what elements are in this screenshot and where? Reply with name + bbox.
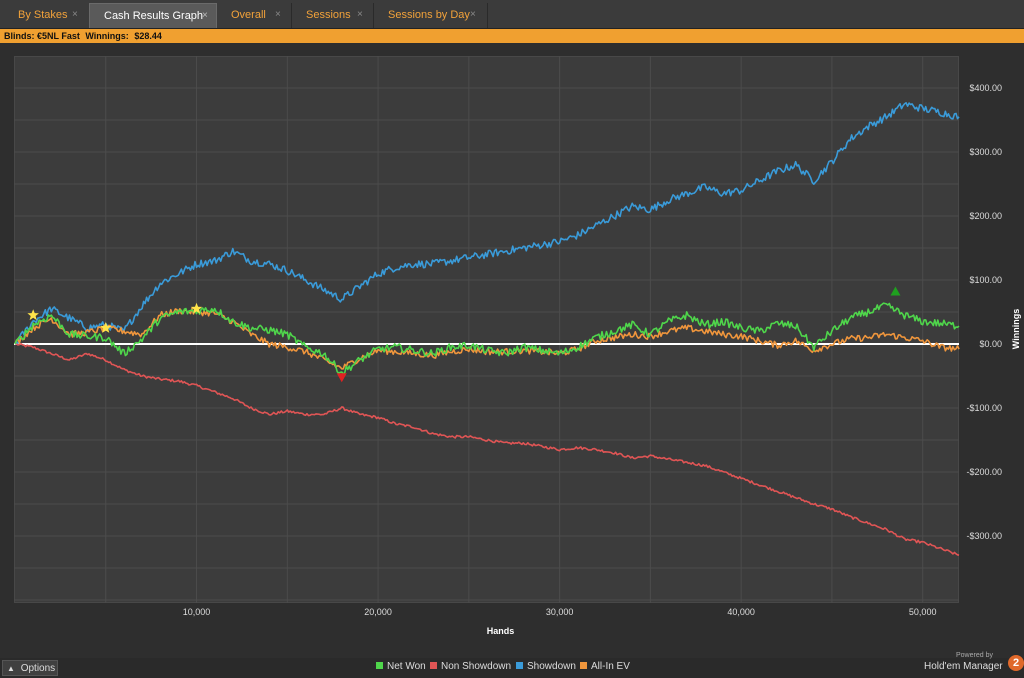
product-name: Hold'em Manager [924,661,1003,672]
close-icon[interactable]: × [72,9,78,20]
legend-swatch [516,661,523,669]
low-point-marker [336,373,347,383]
non-showdown-line [14,342,960,556]
y-tick-label: -$300.00 [966,531,1002,541]
tab-label: Sessions by Day [388,9,470,21]
y-tick-label: -$200.00 [966,467,1002,477]
x-tick-label: 40,000 [727,607,755,617]
close-icon[interactable]: × [470,9,476,20]
legend-all-in-ev: All-In EV [580,661,630,672]
hm2-logo: 2 [1008,655,1024,671]
x-axis-label: Hands [487,626,515,636]
legend-label: Showdown [527,661,576,672]
y-tick-label: $200.00 [969,211,1002,221]
chevron-up-icon: ▲ [7,664,15,673]
high-point-marker [890,286,901,296]
options-button[interactable]: ▲ Options [2,660,58,676]
tab-overall[interactable]: Overall × [217,3,292,28]
tab-label: By Stakes [18,9,68,21]
legend-swatch [430,661,437,669]
x-tick-label: 30,000 [546,607,574,617]
close-icon[interactable]: × [202,10,208,21]
legend-non-showdown: Non Showdown [430,661,511,672]
winnings-label: Winnings: [85,31,129,41]
plot-area [14,56,959,603]
tab-cash-results-graph[interactable]: Cash Results Graph × [89,3,217,28]
close-icon[interactable]: × [357,9,363,20]
y-tick-label: $400.00 [969,83,1002,93]
legend-label: All-In EV [591,661,630,672]
bottom-bar [0,658,1024,678]
tab-label: Cash Results Graph [104,10,204,22]
y-axis-label: Winnings [1011,309,1021,349]
tab-bar: By Stakes × Cash Results Graph × Overall… [0,0,1024,29]
tab-label: Overall [231,9,266,21]
legend-label: Non Showdown [441,661,512,672]
powered-by-label: Powered by [956,652,993,659]
x-tick-label: 10,000 [183,607,211,617]
options-label: Options [20,663,56,674]
y-tick-label: $0.00 [979,339,1002,349]
legend-label: Net Won [387,661,426,672]
x-tick-label: 20,000 [364,607,392,617]
y-tick-label: $300.00 [969,147,1002,157]
close-icon[interactable]: × [275,9,281,20]
showdown-line [14,102,960,345]
star-marker [100,322,112,333]
y-tick-label: $100.00 [969,275,1002,285]
legend-showdown: Showdown [516,661,576,672]
all-in-ev-line [14,307,960,370]
legend-swatch [376,661,383,669]
tab-label: Sessions [306,9,351,21]
star-marker [27,309,39,321]
legend-net-won: Net Won [376,661,426,672]
blinds-label: Blinds: €5NL Fast [4,31,80,41]
y-tick-label: -$100.00 [966,403,1002,413]
legend-swatch [580,661,587,669]
winnings-value: $28.44 [134,31,162,41]
filter-info-bar: Blinds: €5NL Fast Winnings: $28.44 [0,29,1024,43]
x-tick-label: 50,000 [909,607,937,617]
net-won-line [14,302,960,376]
tab-sessions-by-day[interactable]: Sessions by Day × [374,3,488,28]
star-marker [190,302,203,314]
tab-sessions[interactable]: Sessions × [292,3,374,28]
